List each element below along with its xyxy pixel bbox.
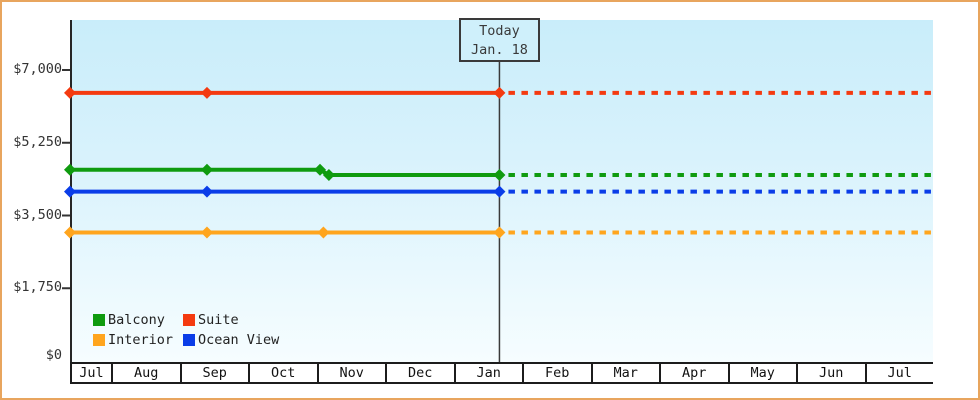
legend-swatch-ocean-view	[183, 334, 195, 346]
y-axis-tick-label: $1,750	[13, 279, 62, 296]
month-cell: May	[730, 364, 798, 382]
month-cell: Aug	[113, 364, 182, 382]
today-callout: Today Jan. 18	[458, 18, 540, 62]
legend-item-ocean-view: Ocean View	[183, 332, 279, 348]
legend-label-balcony: Balcony	[108, 312, 165, 328]
today-date: Jan. 18	[470, 42, 528, 58]
month-cell: Mar	[593, 364, 661, 382]
y-axis-tick-label: $5,250	[13, 133, 62, 150]
month-cell: Nov	[319, 364, 387, 382]
x-axis-month-strip: Jul Aug Sep Oct Nov Dec Jan Feb Mar Apr …	[70, 362, 933, 384]
legend-swatch-balcony	[93, 314, 105, 326]
month-cell: Jul	[887, 365, 912, 381]
month-cell: Sep	[182, 364, 250, 382]
month-cell: Feb	[524, 364, 593, 382]
legend-label-suite: Suite	[198, 312, 239, 328]
month-cell: Jul	[72, 364, 113, 382]
legend-item-interior: Interior	[93, 332, 183, 348]
legend-item-balcony: Balcony	[93, 312, 183, 328]
legend-item-suite: Suite	[183, 312, 279, 328]
y-axis-tick-label: $3,500	[13, 206, 62, 223]
chart-legend: Balcony Suite Interior Ocean View	[93, 312, 279, 348]
legend-swatch-interior	[93, 334, 105, 346]
month-cell: Jan	[456, 364, 524, 382]
month-cell: Apr	[661, 364, 730, 382]
legend-swatch-suite	[183, 314, 195, 326]
y-axis-tick-label: $7,000	[13, 61, 62, 77]
legend-label-ocean-view: Ocean View	[198, 332, 280, 348]
today-label: Today	[479, 23, 520, 39]
month-cell: Oct	[250, 364, 319, 382]
month-cell: Dec	[387, 364, 456, 382]
y-axis-tick-label: $0	[45, 347, 62, 363]
month-cell: Jun	[798, 364, 867, 382]
legend-label-interior: Interior	[108, 332, 174, 348]
